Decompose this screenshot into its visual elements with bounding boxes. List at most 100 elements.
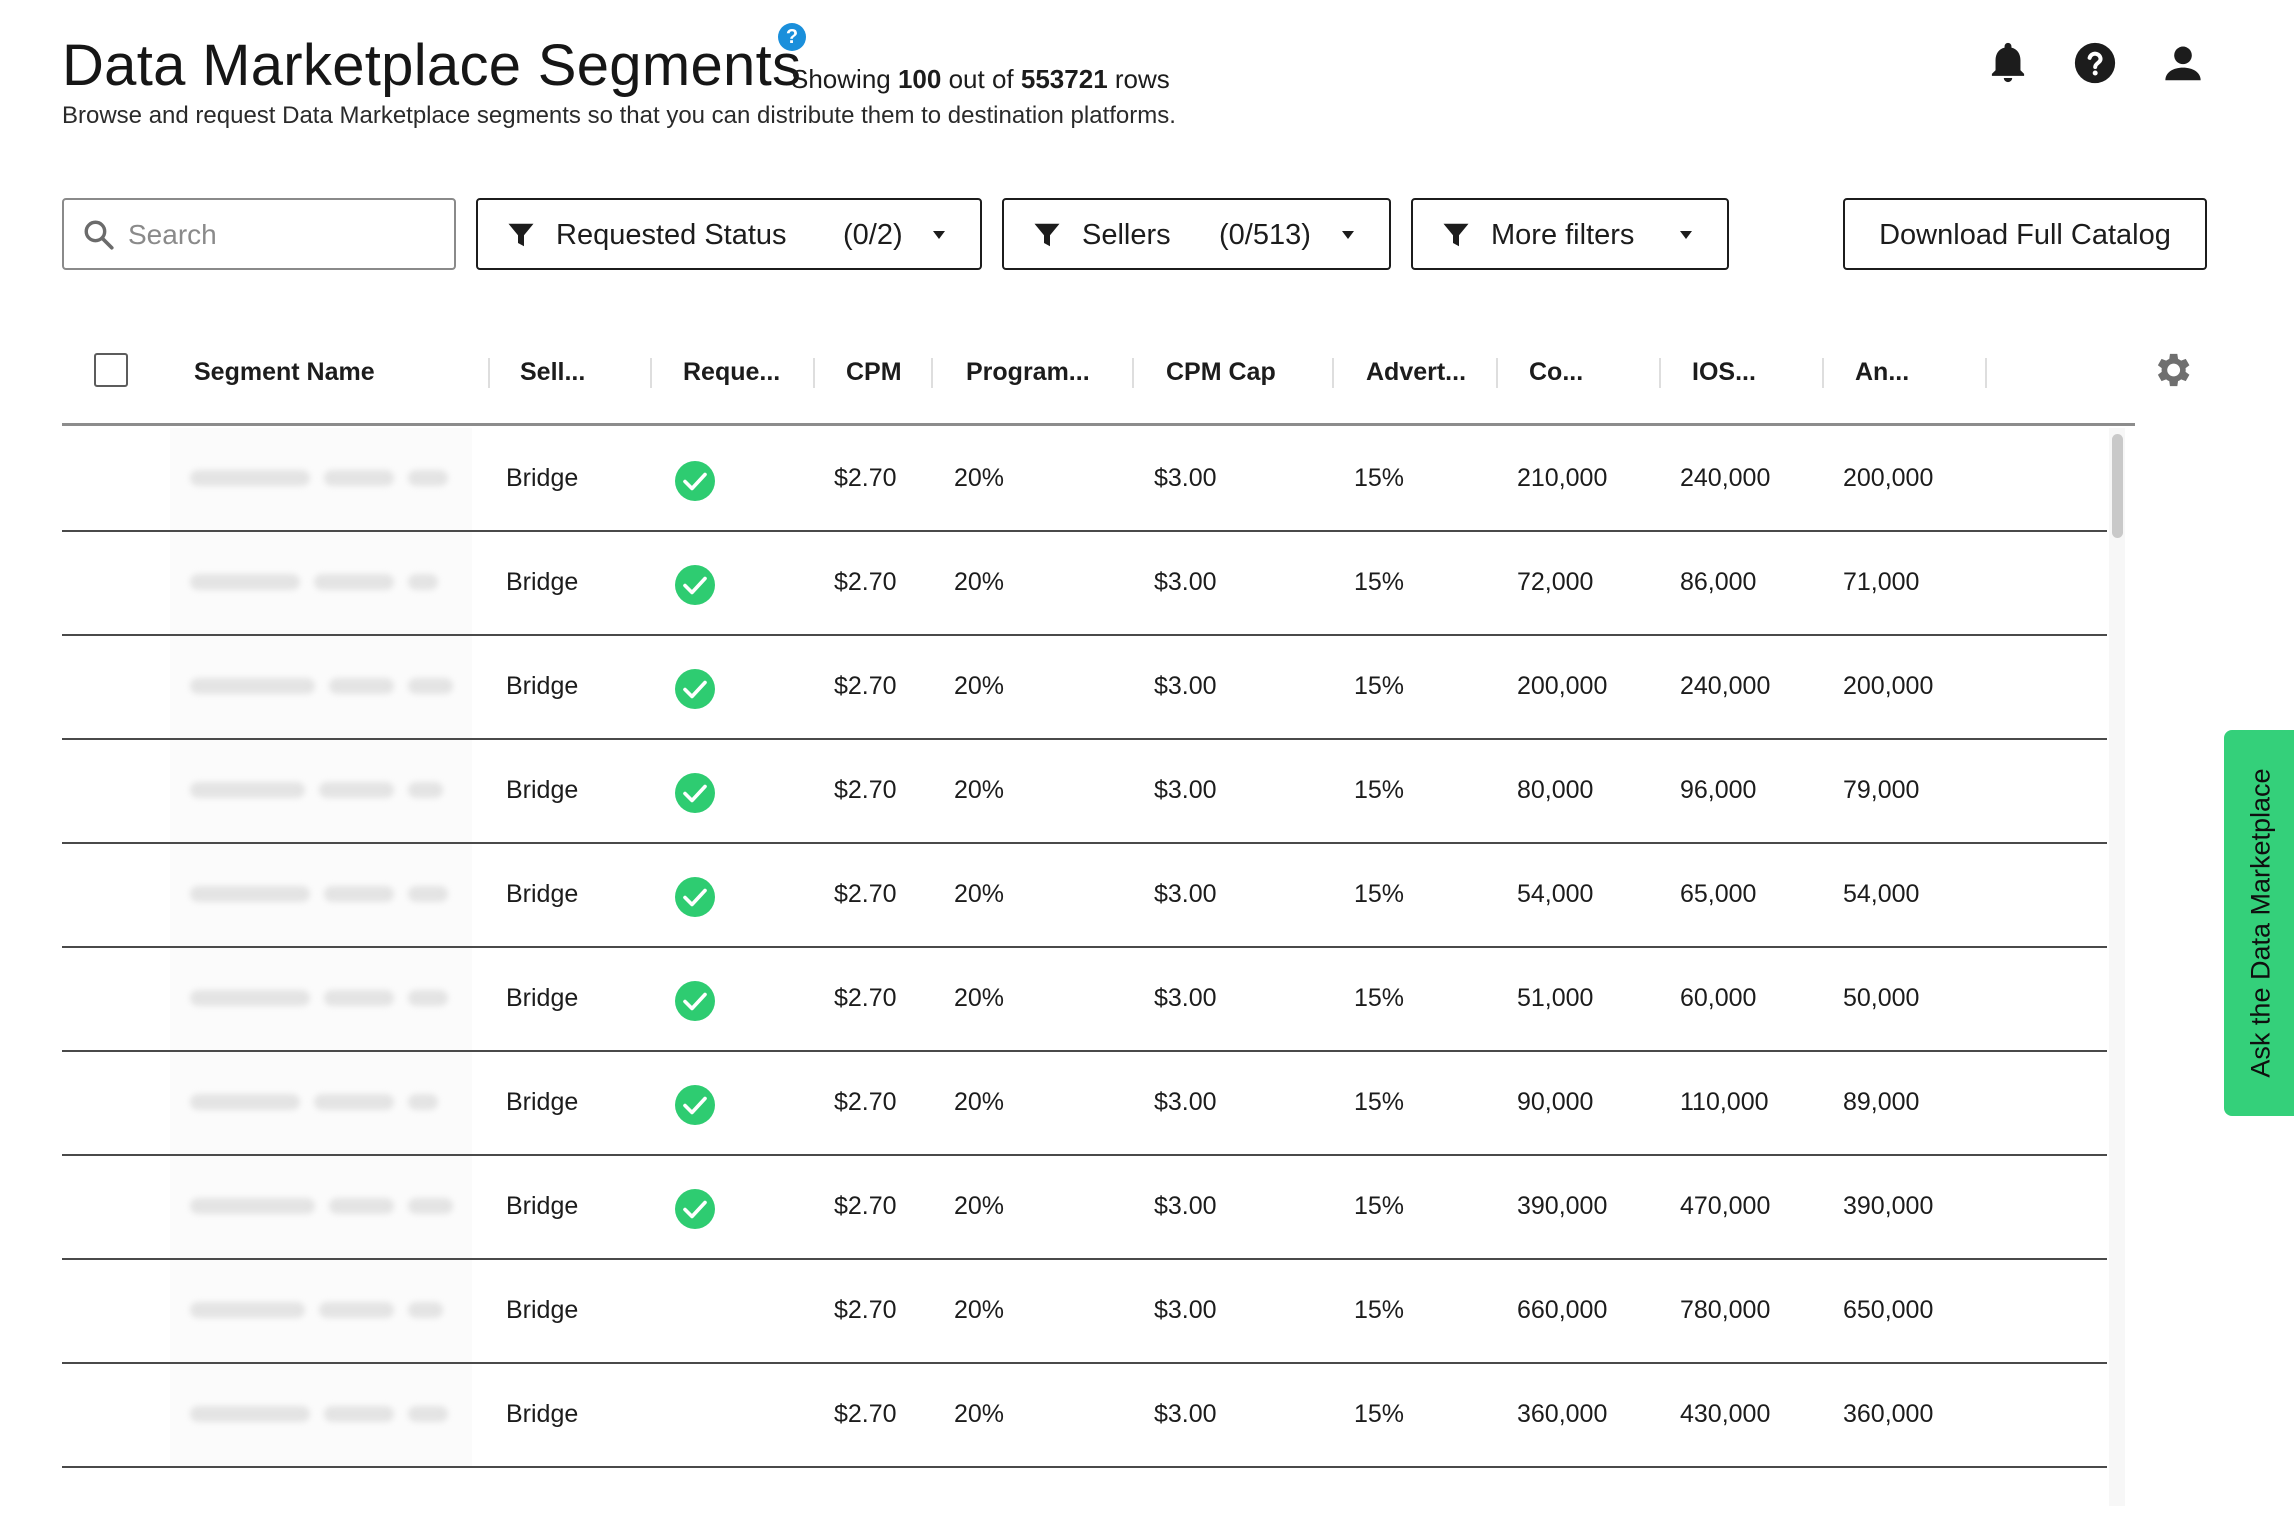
column-divider[interactable] xyxy=(1822,358,1824,388)
segment-name-cell[interactable] xyxy=(170,428,472,532)
program-cell: 20% xyxy=(954,464,1005,492)
requested-status-label: Requested Status xyxy=(556,219,787,251)
requested-check-icon xyxy=(675,877,715,917)
android-cell: 360,000 xyxy=(1843,1400,1934,1428)
table-row[interactable]: Bridge $2.70 20% $3.00 15% 200,000 240,000 200,… xyxy=(62,636,2107,740)
cpm-cell: $2.70 xyxy=(834,880,897,908)
table-row[interactable]: Bridge $2.70 20% $3.00 15% 90,000 110,000 89,00… xyxy=(62,1052,2107,1156)
cpm-cap-cell: $3.00 xyxy=(1154,1296,1217,1324)
program-cell: 20% xyxy=(954,776,1005,804)
co-cell: 80,000 xyxy=(1517,776,1594,804)
program-cell: 20% xyxy=(954,672,1005,700)
android-cell: 50,000 xyxy=(1843,984,1920,1012)
segment-name-cell[interactable] xyxy=(170,1260,472,1364)
table-row[interactable]: Bridge $2.70 20% $3.00 15% 390,000 470,000 390,… xyxy=(62,1156,2107,1260)
row-count-middle: out of xyxy=(948,64,1014,94)
co-cell: 360,000 xyxy=(1517,1400,1608,1428)
search-icon xyxy=(84,220,114,250)
table-row[interactable]: Bridge $2.70 20% $3.00 15% 210,000 240,000 200,… xyxy=(62,428,2107,532)
column-divider[interactable] xyxy=(1496,358,1498,388)
advertiser-cell: 15% xyxy=(1354,776,1405,804)
user-icon[interactable] xyxy=(2160,40,2206,86)
row-divider xyxy=(62,1050,2107,1052)
segment-name-cell[interactable] xyxy=(170,948,472,1052)
advertiser-cell: 15% xyxy=(1354,464,1405,492)
column-divider[interactable] xyxy=(1659,358,1661,388)
page-subtitle: Browse and request Data Marketplace segm… xyxy=(62,102,1176,129)
column-header[interactable]: Co... xyxy=(1529,358,1584,386)
table-row[interactable]: Bridge $2.70 20% $3.00 15% 80,000 96,000 79,000 xyxy=(62,740,2107,844)
row-divider xyxy=(62,1362,2107,1364)
ask-data-marketplace-tab[interactable]: Ask the Data Marketplace xyxy=(2224,730,2294,1116)
co-cell: 90,000 xyxy=(1517,1088,1594,1116)
table-row[interactable]: Bridge $2.70 20% $3.00 15% 660,000 780,000 650,… xyxy=(62,1260,2107,1364)
requested-check-icon xyxy=(675,461,715,501)
column-header[interactable]: Reque... xyxy=(683,358,781,386)
sellers-filter[interactable]: Sellers (0/513) xyxy=(1002,198,1391,270)
seller-cell: Bridge xyxy=(506,464,579,492)
row-count-suffix: rows xyxy=(1114,64,1170,94)
column-header[interactable]: CPM Cap xyxy=(1166,358,1276,386)
cpm-cell: $2.70 xyxy=(834,568,897,596)
requested-check-icon xyxy=(675,981,715,1021)
requested-status-filter[interactable]: Requested Status (0/2) xyxy=(476,198,982,270)
more-filters-label: More filters xyxy=(1491,219,1635,251)
requested-status-count: (0/2) xyxy=(843,219,903,251)
segment-name-cell[interactable] xyxy=(170,1156,472,1260)
search-box[interactable] xyxy=(62,198,456,270)
column-divider[interactable] xyxy=(1332,358,1334,388)
column-divider[interactable] xyxy=(1132,358,1134,388)
column-divider[interactable] xyxy=(488,358,490,388)
android-cell: 200,000 xyxy=(1843,464,1934,492)
segment-name-cell[interactable] xyxy=(170,1052,472,1156)
co-cell: 200,000 xyxy=(1517,672,1608,700)
bell-icon[interactable] xyxy=(1985,40,2031,86)
column-header[interactable]: CPM xyxy=(846,358,902,386)
segment-name-cell[interactable] xyxy=(170,532,472,636)
android-cell: 200,000 xyxy=(1843,672,1934,700)
table-row[interactable]: Bridge $2.70 20% $3.00 15% 360,000 430,000 360,… xyxy=(62,1364,2107,1468)
column-divider[interactable] xyxy=(650,358,652,388)
advertiser-cell: 15% xyxy=(1354,880,1405,908)
segment-name-cell[interactable] xyxy=(170,844,472,948)
table-row[interactable]: Bridge $2.70 20% $3.00 15% 54,000 65,000 54,000 xyxy=(62,844,2107,948)
chevron-down-icon xyxy=(1342,231,1354,239)
column-header[interactable]: Advert... xyxy=(1366,358,1467,386)
column-header[interactable]: An... xyxy=(1855,358,1910,386)
column-divider[interactable] xyxy=(931,358,933,388)
cpm-cap-cell: $3.00 xyxy=(1154,568,1217,596)
advertiser-cell: 15% xyxy=(1354,1296,1405,1324)
requested-check-icon xyxy=(675,565,715,605)
info-icon[interactable]: ? xyxy=(778,23,806,51)
column-header[interactable]: Sell... xyxy=(520,358,586,386)
more-filters-button[interactable]: More filters xyxy=(1411,198,1729,270)
row-divider xyxy=(62,946,2107,948)
column-divider[interactable] xyxy=(813,358,815,388)
segment-name-cell[interactable] xyxy=(170,636,472,740)
select-all-checkbox[interactable] xyxy=(94,353,128,387)
column-header[interactable]: Program... xyxy=(966,358,1090,386)
column-header[interactable]: Segment Name xyxy=(194,358,375,386)
ios-cell: 60,000 xyxy=(1680,984,1757,1012)
co-cell: 72,000 xyxy=(1517,568,1594,596)
scrollbar-track[interactable] xyxy=(2109,428,2125,1506)
android-cell: 89,000 xyxy=(1843,1088,1920,1116)
scrollbar-thumb[interactable] xyxy=(2112,434,2123,538)
column-header[interactable]: IOS... xyxy=(1692,358,1756,386)
gear-icon[interactable] xyxy=(2150,348,2194,392)
seller-cell: Bridge xyxy=(506,1088,579,1116)
segment-name-cell[interactable] xyxy=(170,1364,472,1468)
column-divider[interactable] xyxy=(1985,358,1987,388)
cpm-cap-cell: $3.00 xyxy=(1154,672,1217,700)
android-cell: 71,000 xyxy=(1843,568,1920,596)
download-catalog-button[interactable]: Download Full Catalog xyxy=(1843,198,2207,270)
seller-cell: Bridge xyxy=(506,984,579,1012)
table-row[interactable]: Bridge $2.70 20% $3.00 15% 51,000 60,000 50,000 xyxy=(62,948,2107,1052)
row-count-prefix: Showing xyxy=(791,64,891,94)
sellers-label: Sellers xyxy=(1082,219,1171,251)
search-input[interactable] xyxy=(126,212,450,258)
cpm-cell: $2.70 xyxy=(834,672,897,700)
help-icon[interactable] xyxy=(2072,40,2118,86)
table-row[interactable]: Bridge $2.70 20% $3.00 15% 72,000 86,000 71,000 xyxy=(62,532,2107,636)
segment-name-cell[interactable] xyxy=(170,740,472,844)
